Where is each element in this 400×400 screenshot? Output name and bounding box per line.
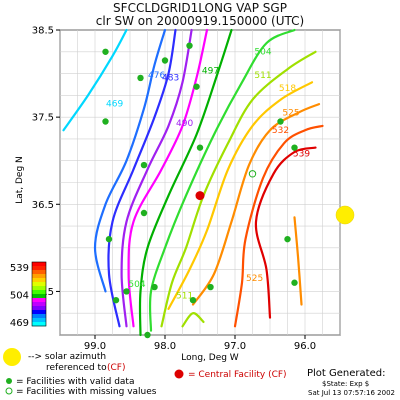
contour-label: 518 [279,84,296,94]
solar-legend-text: --> solar azimuth [28,352,106,362]
contour-line-483 [107,28,177,328]
valid-facility-marker [189,296,197,304]
missing-legend-text: = Facilities with missing values [16,387,157,397]
plot-state: $State: Exp $ [322,380,369,388]
contour-line-525 [293,216,303,306]
colorbar-swatch [32,318,46,323]
colorbar-swatch [32,306,46,311]
contour-label: 525 [246,274,263,284]
plot-generated-label: Plot Generated: [307,368,385,379]
contour-label: 504 [254,47,271,57]
solar-legend-sun-icon [3,348,21,366]
valid-facility-marker [193,83,200,90]
valid-legend-text: = Facilities with valid data [16,377,134,387]
colorbar-swatch [32,278,46,283]
colorbar-swatch [32,298,46,303]
valid-facility-marker [140,209,148,217]
colorbar-swatch [32,282,46,287]
y-axis-title: Lat, Deg N [15,156,25,204]
contour-label: 532 [272,126,289,136]
y-tick-label: 38.5 [32,26,54,37]
valid-facility-marker [186,42,193,49]
colorbar-swatch [32,322,46,327]
valid-facility-marker [102,48,109,55]
solar-azimuth-sun-icon [335,205,355,225]
colorbar-swatch [32,274,46,279]
contour-line-518 [167,81,314,310]
x-tick-label: 98.0 [154,341,176,352]
contour-line-532 [233,124,324,328]
contour-label: 525 [282,108,299,118]
colorbar-swatch [32,294,46,299]
colorbar-tick-label: 539 [10,263,29,274]
valid-facility-marker [291,144,298,151]
contour-label: 490 [176,119,193,129]
contour-label: 504 [128,280,145,290]
central-legend-text: = Central Facility (CF) [188,370,287,380]
contour-line-511 [160,50,317,328]
colorbar-tick-label: 504 [10,290,29,301]
plot-date: Sat Jul 13 07:57:16 2002 [308,389,395,397]
colorbar-swatch [32,302,46,307]
colorbar: 539 504 469 [10,261,47,329]
contour-label: 476 [148,71,165,81]
missing-facility-legend-icon [5,387,13,395]
contour-label: 511 [176,291,193,301]
contour-line-490 [120,28,193,328]
colorbar-swatch [32,266,46,271]
colorbar-tick-label: 469 [10,318,29,329]
valid-facility-legend-icon [6,378,12,384]
contour-line-539 [254,146,317,319]
valid-facility-marker [277,118,284,125]
valid-facility-marker [291,279,298,286]
colorbar-swatch [32,310,46,315]
valid-facility-marker [196,144,204,151]
contour-label: 511 [254,71,271,81]
valid-facility-marker [112,296,120,304]
x-tick-label: 99.0 [84,341,106,352]
x-tick-label: 97.0 [224,341,246,352]
y-tick-label: 37.5 [32,113,54,124]
contour-label: 469 [106,100,123,110]
colorbar-swatch [32,314,46,319]
contour-line-469 [62,28,128,132]
contour-label: 483 [162,74,179,84]
chart-subtitle: clr SW on 20000919.150000 (UTC) [95,14,305,28]
central-facility-marker [195,191,205,201]
legend: --> solar azimuth referenced to (CF) = F… [3,348,287,397]
valid-facility-marker [207,283,214,291]
central-facility-legend-icon [174,369,184,379]
valid-facility-marker [137,74,144,82]
valid-facility-marker [123,288,130,295]
valid-facility-marker [151,283,158,291]
colorbar-swatch [32,262,46,267]
colorbar-swatch [32,290,46,295]
valid-facility-marker [161,57,169,64]
valid-facility-marker [140,161,148,169]
contour-line-476 [93,28,167,293]
valid-facility-marker [144,331,151,339]
contour-line-525 [191,103,321,306]
facility-markers [102,42,298,339]
x-axis-title: Long, Deg W [181,353,239,363]
contour-line-511 [181,312,205,328]
colorbar-swatch [32,286,46,291]
contour-label: 497 [202,67,219,77]
colorbar-swatch [32,270,46,275]
y-tick-label: 36.5 [32,200,54,211]
solar-legend-cf: (CF) [107,363,125,373]
valid-facility-marker [102,118,109,125]
x-tick-label: 96.0 [294,341,316,352]
chart-title: SFCCLDGRID1LONG VAP SGP [113,1,287,15]
contour-label: 539 [293,149,310,159]
valid-facility-marker [284,235,291,243]
valid-facility-marker [105,235,113,243]
contour-line-497 [138,28,233,337]
missing-facility-marker [248,170,257,178]
solar-legend-text-2: referenced to [46,363,107,373]
contour-line-unlabeled [127,28,209,328]
